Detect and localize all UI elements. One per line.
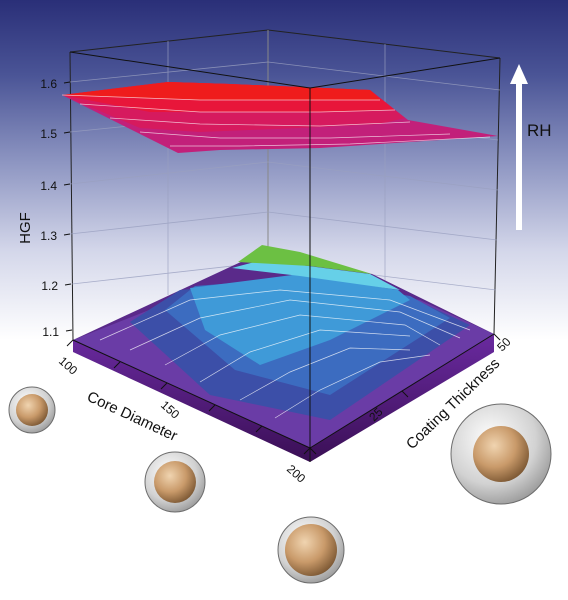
x-tick-100: 100	[56, 354, 80, 378]
box-left-vertical	[69, 51, 74, 341]
low-surface-contours	[99, 289, 471, 419]
particle-core	[16, 394, 48, 426]
box-right-vertical	[493, 57, 501, 335]
z-tick-1.6: 1.6	[40, 77, 57, 91]
particle-small-shell	[8, 386, 56, 434]
low-rh-surface	[73, 245, 494, 462]
z-axis-ticks	[63, 81, 73, 332]
rh-label: RH	[527, 121, 552, 140]
z-tick-1.3: 1.3	[40, 229, 57, 243]
z-axis-title: HGF	[17, 212, 34, 244]
high-surface-contours	[61, 94, 491, 147]
box-front-frame	[69, 51, 501, 462]
particle-medium-shell	[144, 451, 206, 513]
z-tick-1.1: 1.1	[42, 325, 59, 339]
particle-core	[285, 524, 337, 576]
rh-arrow-head	[510, 64, 528, 84]
high-rh-surface	[61, 82, 498, 153]
x-tick-150: 150	[158, 398, 182, 422]
y-axis-ticks	[309, 333, 501, 455]
box-back-frame	[69, 29, 501, 59]
x-axis-title: Core Diameter	[84, 388, 180, 445]
rh-arrow	[510, 64, 528, 230]
particle-core	[473, 426, 529, 482]
z-tick-1.5: 1.5	[40, 127, 57, 141]
particle-large-core	[277, 516, 345, 584]
x-tick-200: 200	[284, 462, 308, 486]
low-surface-band-6	[238, 245, 372, 274]
z-tick-1.4: 1.4	[40, 179, 57, 193]
particle-core	[154, 461, 196, 503]
x-axis-ticks	[66, 339, 311, 455]
particle-thick-shell	[450, 403, 552, 505]
z-tick-1.2: 1.2	[41, 279, 58, 293]
high-surface-band-3	[62, 82, 380, 100]
low-surface-band-5	[232, 260, 400, 290]
z-axis-labels: 1.6 1.5 1.4 1.3 1.2 1.1	[40, 77, 59, 339]
